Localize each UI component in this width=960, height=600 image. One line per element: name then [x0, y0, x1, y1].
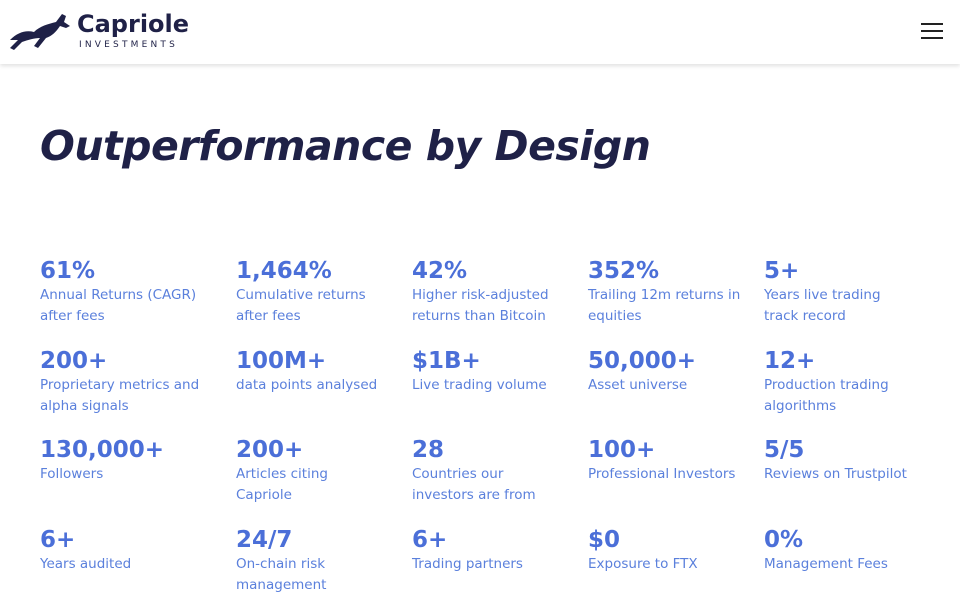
menu-button[interactable]: [921, 22, 943, 40]
stat-item: 5/5 Reviews on Trustpilot: [764, 436, 944, 485]
stat-item: 12+ Production trading algorithms: [764, 347, 944, 417]
stat-label: equities: [588, 308, 642, 324]
stat-label: Articles citing: [236, 466, 328, 482]
stat-label: Trailing 12m returns in: [588, 287, 741, 303]
stat-value: 200+: [40, 348, 108, 374]
stat-item: 6+ Trading partners: [412, 526, 592, 575]
stat-label: Proprietary metrics and: [40, 377, 200, 393]
stat-value: 130,000+: [40, 437, 165, 463]
stat-label: Cumulative returns: [236, 287, 366, 303]
stat-label: Years audited: [40, 556, 132, 572]
stat-value: 24/7: [236, 527, 293, 553]
stat-label: Professional Investors: [588, 466, 736, 482]
stat-label: Trading partners: [412, 556, 523, 572]
stat-value: 6+: [412, 527, 448, 553]
stat-item: 42% Higher risk-adjusted returns than Bitc…: [412, 257, 592, 327]
stat-label: Live trading volume: [412, 377, 547, 393]
stat-label: Countries our: [412, 466, 504, 482]
stat-value: 50,000+: [588, 348, 697, 374]
stat-item: 50,000+ Asset universe: [588, 347, 768, 396]
stat-value: 100+: [588, 437, 656, 463]
stat-label: Higher risk-adjusted: [412, 287, 549, 303]
stat-item: 28 Countries our investors are from: [412, 436, 592, 506]
stat-label: after fees: [40, 308, 105, 324]
stat-label: On-chain risk: [236, 556, 326, 572]
stat-item: 130,000+ Followers: [40, 436, 220, 485]
stat-item: 352% Trailing 12m returns in equities: [588, 257, 768, 327]
stat-item: 1,464% Cumulative returns after fees: [236, 257, 416, 327]
stat-value: 5+: [764, 258, 800, 284]
stat-label: after fees: [236, 308, 301, 324]
stat-value: 12+: [764, 348, 816, 374]
stat-item: 200+ Proprietary metrics and alpha signals: [40, 347, 220, 417]
stat-value: 200+: [236, 437, 304, 463]
logo-icon[interactable]: [8, 10, 78, 54]
stat-value: 42%: [412, 258, 468, 284]
stat-value: 5/5: [764, 437, 805, 463]
stat-label: alpha signals: [40, 398, 129, 414]
stat-label: Years live trading: [764, 287, 881, 303]
stat-value: $0: [588, 527, 621, 553]
stat-label: Annual Returns (CAGR): [40, 287, 197, 303]
stat-value: 28: [412, 437, 445, 463]
stat-label: Exposure to FTX: [588, 556, 698, 572]
stat-item: 5+ Years live trading track record: [764, 257, 944, 327]
stat-item: $0 Exposure to FTX: [588, 526, 768, 575]
stat-value: 0%: [764, 527, 804, 553]
stat-label: Capriole: [236, 487, 292, 503]
stat-value: 6+: [40, 527, 76, 553]
brand-tagline: INVESTMENTS: [79, 40, 179, 50]
stat-label: management: [236, 577, 327, 593]
stat-label: algorithms: [764, 398, 837, 414]
stat-item: 100M+ data points analysed: [236, 347, 416, 396]
stat-label: investors are from: [412, 487, 536, 503]
stat-value: $1B+: [412, 348, 481, 374]
stat-item: 61% Annual Returns (CAGR) after fees: [40, 257, 220, 327]
stat-label: Production trading: [764, 377, 889, 393]
stat-item: 100+ Professional Investors: [588, 436, 768, 485]
stat-item: 0% Management Fees: [764, 526, 944, 575]
stat-item: 200+ Articles citing Capriole: [236, 436, 416, 506]
stat-item: 24/7 On-chain risk management: [236, 526, 416, 596]
header: Capriole INVESTMENTS: [0, 0, 960, 64]
stat-label: data points analysed: [236, 377, 378, 393]
brand-name[interactable]: Capriole: [77, 10, 190, 38]
stat-label: Reviews on Trustpilot: [764, 466, 907, 482]
stat-label: Management Fees: [764, 556, 888, 572]
stat-value: 100M+: [236, 348, 327, 374]
page-title: Outperformance by Design: [40, 122, 651, 170]
stat-item: 6+ Years audited: [40, 526, 220, 575]
stat-value: 352%: [588, 258, 660, 284]
stat-value: 1,464%: [236, 258, 332, 284]
stat-item: $1B+ Live trading volume: [412, 347, 592, 396]
stat-label: returns than Bitcoin: [412, 308, 546, 324]
stat-label: Followers: [40, 466, 104, 482]
stat-label: track record: [764, 308, 846, 324]
stat-label: Asset universe: [588, 377, 688, 393]
stat-value: 61%: [40, 258, 96, 284]
